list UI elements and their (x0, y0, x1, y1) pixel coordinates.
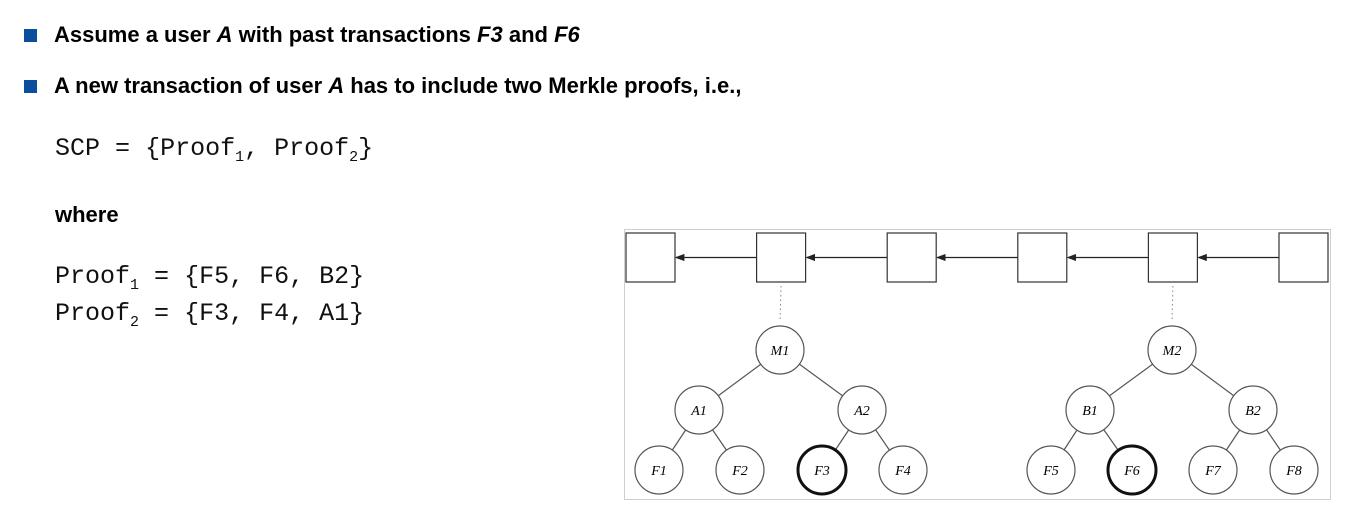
merkle-leaf-label: F6 (1123, 464, 1140, 479)
proof-value: {F3, F4, A1} (184, 299, 365, 328)
merkle-root-circle (755, 325, 805, 375)
merkle-leaf-circle (1026, 445, 1076, 495)
bullet-marker (24, 28, 37, 42)
user-name: A (216, 22, 233, 47)
comma: , (244, 134, 260, 163)
merkle-leaf-circle (1269, 445, 1319, 495)
proof-2-formula: Proof2 = {F3, F4, A1} (55, 299, 364, 331)
proof-name: Proof (55, 262, 131, 291)
merkle-internal-circle (1228, 385, 1278, 435)
merkle-leaf-circle (1188, 445, 1238, 495)
equals-sign: = (154, 262, 170, 291)
merkle-leaf-circle (796, 444, 848, 496)
merkle-root-circle (1147, 325, 1197, 375)
brace-open: { (145, 134, 161, 163)
bullet-2-part: A new transaction of user (54, 73, 329, 98)
block-root-link (1171, 285, 1174, 323)
transaction-name: F6 (554, 22, 580, 47)
block (1147, 232, 1199, 283)
merkle-leaf-circle (634, 445, 684, 495)
scp-lhs: SCP (55, 134, 101, 163)
scp-formula: SCP = {Proof1, Proof2} (55, 134, 373, 166)
diagram-frame (624, 229, 1331, 500)
bullet-marker (24, 79, 37, 93)
subscript: 2 (349, 149, 359, 166)
bullet-1-text: Assume a user A with past transactions F… (54, 22, 580, 48)
merkle-leaf-label: F7 (1204, 464, 1222, 479)
merkle-leaf-circle (715, 445, 765, 495)
merkle-internal-circle (674, 385, 724, 435)
merkle-internal-circle (837, 385, 887, 435)
brace-close: } (358, 134, 374, 163)
merkle-internal-label: B2 (1245, 404, 1261, 419)
bullet-2: A new transaction of user A has to inclu… (24, 73, 741, 99)
proof-1-formula: Proof1 = {F5, F6, B2} (55, 262, 364, 294)
block (886, 232, 937, 283)
scp-item: Proof (274, 134, 350, 163)
bullet-2-part: has to include two Merkle proofs, i.e., (344, 73, 742, 98)
scp-item: Proof (160, 134, 236, 163)
merkle-root-label: M2 (1162, 344, 1182, 359)
where-label: where (55, 202, 119, 227)
merkle-leaf-label: F4 (894, 464, 911, 479)
subscript: 1 (130, 277, 140, 294)
block-root-link (779, 285, 782, 323)
block (756, 232, 807, 283)
merkle-leaf-circle (878, 445, 928, 495)
user-name: A (328, 73, 345, 98)
merkle-internal-circle (1065, 385, 1115, 435)
equals-sign: = (154, 299, 170, 328)
block (1017, 232, 1068, 283)
merkle-leaf-label: F1 (650, 464, 667, 479)
merkle-internal-label: B1 (1082, 404, 1098, 419)
equals-sign: = (115, 134, 131, 163)
merkle-leaf-label: F5 (1042, 464, 1059, 479)
block (625, 232, 676, 283)
merkle-leaf-label: F3 (813, 464, 830, 479)
merkle-internal-label: A2 (853, 404, 870, 419)
merkle-internal-label: A1 (690, 404, 707, 419)
subscript: 1 (235, 149, 245, 166)
block (1278, 232, 1329, 283)
bullet-1-part: Assume a user (54, 22, 217, 47)
subscript: 2 (130, 314, 140, 331)
proof-value: {F5, F6, B2} (184, 262, 365, 291)
merkle-root-label: M1 (770, 344, 790, 359)
transaction-name: F3 (477, 22, 503, 47)
bullet-1-part: with past transactions (232, 22, 478, 47)
blockchain-merkle-diagram: M1 A1 A2 F1 F2 F3 F4 M2 B1 B2 F5 F6 F7 F8 (624, 229, 1331, 500)
bullet-2-text: A new transaction of user A has to inclu… (54, 73, 741, 99)
bullet-1-part: and (502, 22, 555, 47)
proof-name: Proof (55, 299, 131, 328)
merkle-leaf-circle (1106, 444, 1158, 496)
merkle-leaf-label: F8 (1285, 464, 1302, 479)
bullet-1: Assume a user A with past transactions F… (24, 22, 580, 48)
merkle-leaf-label: F2 (731, 464, 748, 479)
